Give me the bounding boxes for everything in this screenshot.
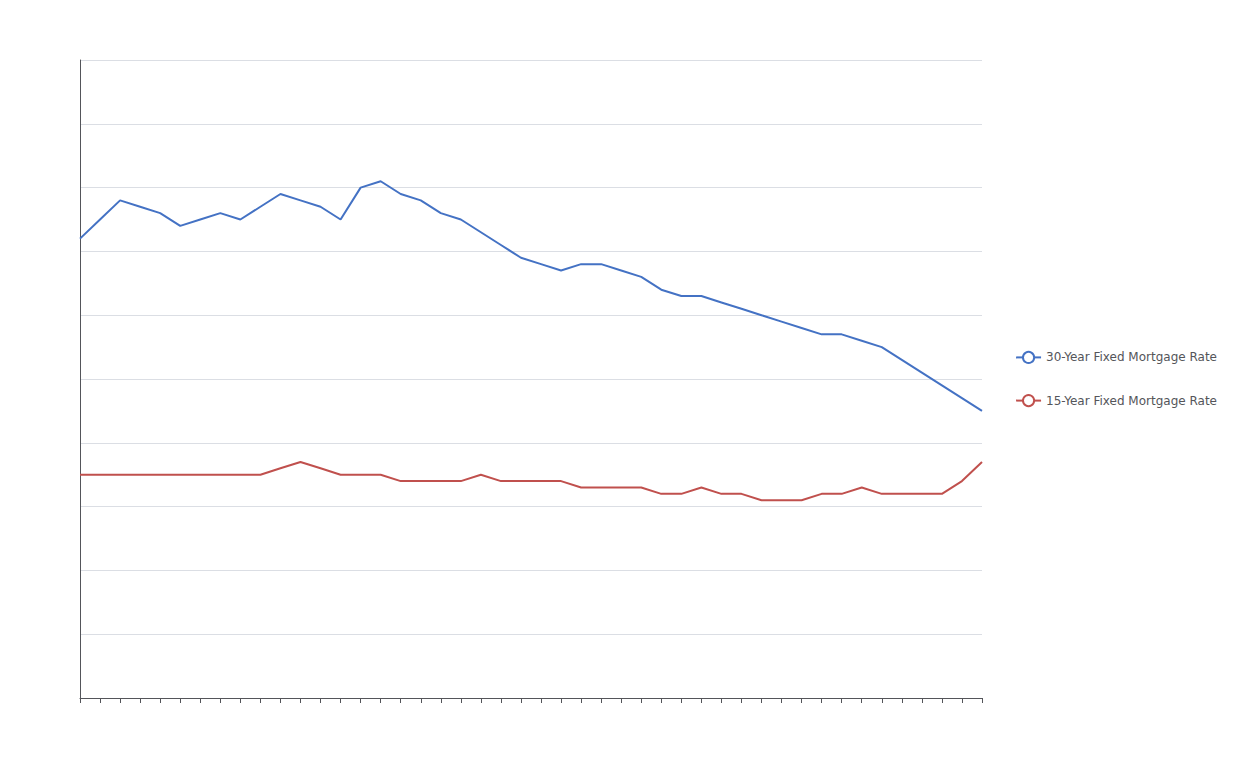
svg-text:15-Year Fixed Mortgage Rate: 15-Year Fixed Mortgage Rate <box>1046 394 1217 408</box>
svg-text:30-Year Fixed Mortgage Rate: 30-Year Fixed Mortgage Rate <box>1046 350 1217 364</box>
